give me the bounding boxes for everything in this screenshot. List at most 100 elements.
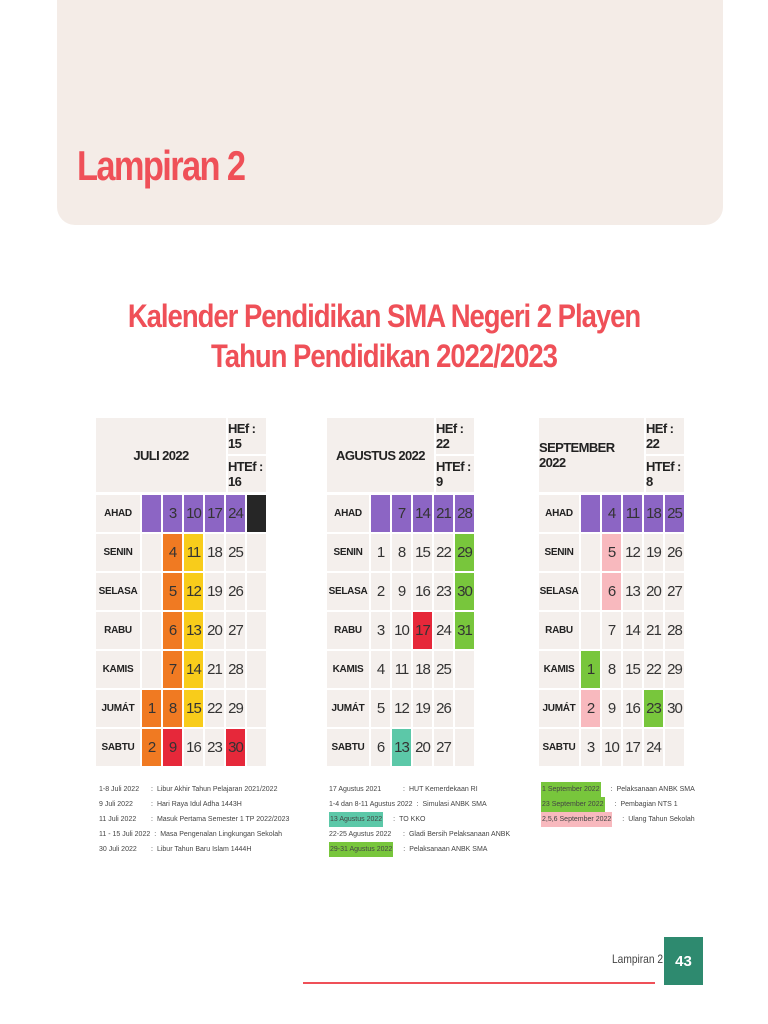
calendar-date-cell: 20: [413, 729, 432, 766]
calendar-date-cell: 28: [226, 651, 245, 688]
document-title-line-2: Tahun Pendidikan 2022/2023: [211, 338, 558, 374]
note-date: 1 September 2022: [541, 782, 601, 797]
calendar-date-cell: 12: [184, 573, 203, 610]
note-description: Gladi Bersih Pelaksanaan ANBK: [408, 831, 511, 838]
calendar-date-cell: 9: [392, 573, 411, 610]
calendar-date-cell: 22: [644, 651, 663, 688]
legend-note: 13 Agustus 2022: TO KKO: [329, 812, 510, 827]
calendar-july: JULI 2022 HEf : 15 HTEf : 16 AHAD 3 10 17 24 SEN…: [96, 418, 266, 766]
calendar-date-cell: 17: [413, 612, 432, 649]
day-name-label: SENIN: [327, 534, 369, 571]
note-separator: :: [393, 816, 396, 823]
note-date: 22-25 Agustus 2022: [329, 831, 392, 838]
calendar-date-cell: 26: [226, 573, 245, 610]
note-description: Pelaksanaan ANBK SMA: [616, 786, 695, 793]
calendar-date-cell: 12: [623, 534, 642, 571]
note-date: 30 Juli 2022: [99, 846, 137, 853]
calendar-date-cell: 19: [644, 534, 663, 571]
calendar-date-cell: 10: [184, 495, 203, 532]
calendar-header: AGUSTUS 2022 HEf : 22 HTEf : 9: [327, 418, 474, 493]
day-name-label: RABU: [327, 612, 369, 649]
note-description: Simulasi ANBK SMA: [422, 801, 487, 808]
legend-note: 1-4 dan 8-11 Agustus 2022: Simulasi ANBK …: [329, 797, 510, 812]
calendar-date-cell: 29: [226, 690, 245, 727]
calendar-row-sabtu: SABTU 3 10 17 24: [539, 729, 684, 766]
calendar-row-jumát: JUMÁT 5 12 19 26: [327, 690, 474, 727]
calendar-date-cell: 8: [392, 534, 411, 571]
calendar-header: JULI 2022 HEf : 15 HTEf : 16: [96, 418, 266, 493]
note-date: 1-8 Juli 2022: [99, 786, 140, 793]
calendar-date-cell: 5: [371, 690, 390, 727]
note-separator: :: [151, 846, 153, 853]
calendar-row-rabu: RABU 3 10 17 24 31: [327, 612, 474, 649]
notes-august: 17 Agustus 2021: HUT Kemerdekaan RI 1-4 da…: [329, 782, 510, 857]
page-number-badge: 43: [664, 937, 703, 985]
calendar-date-cell: 11: [392, 651, 411, 688]
note-date: 9 Juli 2022: [99, 801, 133, 808]
calendar-date-cell: 5: [163, 573, 182, 610]
calendar-date-cell: 17: [623, 729, 642, 766]
calendar-date-cell: [455, 651, 474, 688]
calendar-date-cell: [455, 729, 474, 766]
calendar-date-cell: [247, 729, 266, 766]
note-date: 29-31 Agustus 2022: [329, 842, 394, 857]
note-description: Masuk Pertama Semester 1 TP 2022/2023: [156, 816, 290, 823]
legend-note: 9 Juli 2022: Hari Raya Idul Adha 1443H: [99, 797, 289, 812]
calendar-date-cell: 6: [602, 573, 621, 610]
day-name-label: AHAD: [96, 495, 140, 532]
calendar-date-cell: [371, 495, 390, 532]
calendar-date-cell: 13: [623, 573, 642, 610]
legend-note: 11 - 15 Juli 2022: Masa Pengenalan Lingku…: [99, 827, 289, 842]
header-banner: Lampiran 2: [57, 0, 723, 225]
note-separator: :: [151, 816, 153, 823]
note-separator: :: [403, 786, 405, 793]
calendar-date-cell: [247, 651, 266, 688]
calendar-date-cell: 23: [434, 573, 453, 610]
calendar-date-cell: 18: [413, 651, 432, 688]
calendar-date-cell: 31: [455, 612, 474, 649]
note-separator: :: [403, 846, 406, 853]
calendar-row-kamis: KAMIS 1 8 15 22 29: [539, 651, 684, 688]
calendar-date-cell: [455, 690, 474, 727]
note-separator: :: [403, 831, 405, 838]
calendar-date-cell: 9: [602, 690, 621, 727]
calendar-date-cell: 28: [455, 495, 474, 532]
calendar-date-cell: 16: [623, 690, 642, 727]
calendar-date-cell: 25: [665, 495, 684, 532]
calendar-date-cell: 16: [413, 573, 432, 610]
note-date: 17 Agustus 2021: [329, 786, 382, 793]
calendar-date-cell: 10: [602, 729, 621, 766]
note-description: HUT Kemerdekaan RI: [408, 786, 478, 793]
calendar-date-cell: 14: [184, 651, 203, 688]
calendar-date-cell: 25: [226, 534, 245, 571]
note-separator: :: [416, 801, 419, 808]
calendar-date-cell: [142, 534, 161, 571]
calendar-date-cell: 16: [184, 729, 203, 766]
calendar-date-cell: 15: [184, 690, 203, 727]
month-label: SEPTEMBER 2022: [539, 418, 644, 492]
calendar-date-cell: 2: [142, 729, 161, 766]
day-name-label: SELASA: [96, 573, 140, 610]
day-name-label: RABU: [96, 612, 140, 649]
day-name-label: SABTU: [539, 729, 579, 766]
legend-note: 23 September 2022: Pembagian NTS 1: [541, 797, 695, 812]
calendar-row-kamis: KAMIS 4 11 18 25: [327, 651, 474, 688]
calendar-date-cell: [581, 534, 600, 571]
calendar-row-ahad: AHAD 7 14 21 28: [327, 495, 474, 532]
calendar-date-cell: 8: [602, 651, 621, 688]
calendar-date-cell: 8: [163, 690, 182, 727]
calendar-date-cell: [665, 729, 684, 766]
calendar-date-cell: 23: [644, 690, 663, 727]
calendar-date-cell: [581, 612, 600, 649]
calendar-date-cell: 14: [623, 612, 642, 649]
legend-note: 29-31 Agustus 2022: Pelaksanaan ANBK SMA: [329, 842, 510, 857]
note-date: 11 - 15 Juli 2022: [99, 831, 151, 838]
calendar-date-cell: 6: [163, 612, 182, 649]
note-separator: :: [622, 816, 625, 823]
calendar-date-cell: 20: [644, 573, 663, 610]
calendar-date-cell: 18: [644, 495, 663, 532]
notes-july: 1-8 Juli 2022: Libur Akhir Tahun Pelajara…: [99, 782, 289, 857]
calendar-date-cell: 21: [644, 612, 663, 649]
note-date: 13 Agustus 2022: [329, 812, 384, 827]
note-description: Ulang Tahun Sekolah: [628, 816, 695, 823]
